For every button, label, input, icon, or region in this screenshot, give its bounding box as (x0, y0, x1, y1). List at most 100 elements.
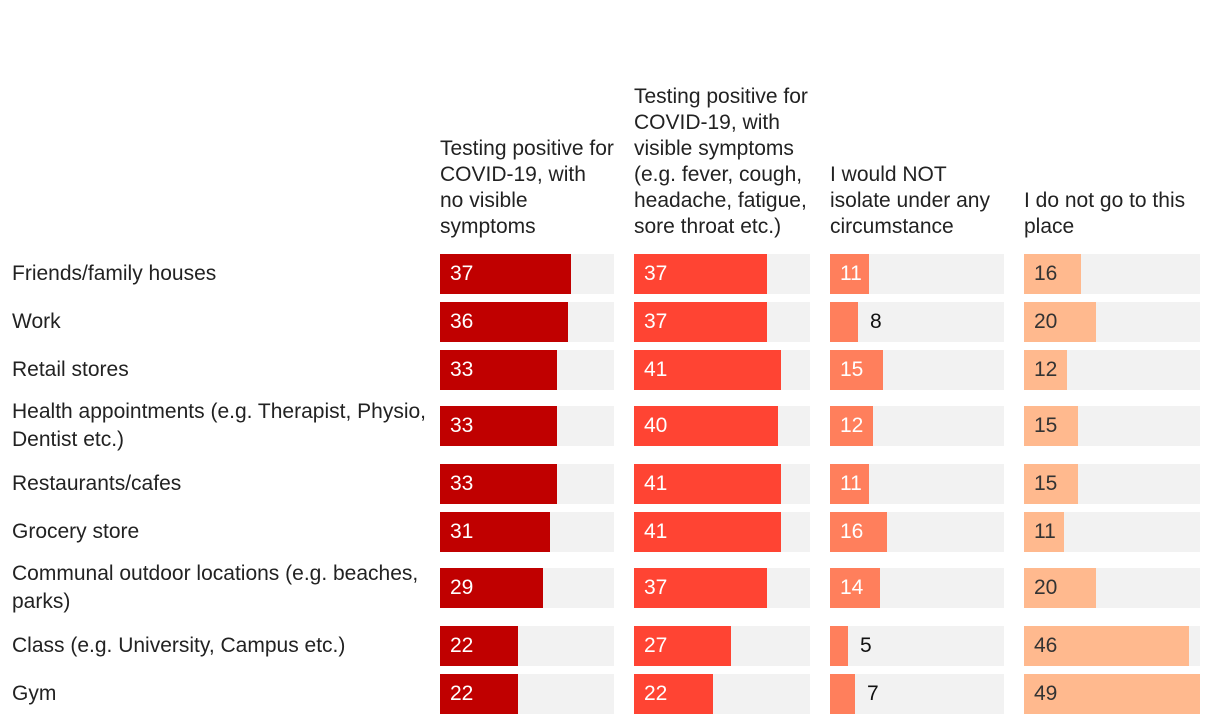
bar-track: 15 (1024, 464, 1200, 504)
bar (1024, 406, 1078, 446)
bar-track: 11 (1024, 512, 1200, 552)
bar (830, 406, 873, 446)
category-label: Restaurants/cafes (12, 472, 182, 495)
bar-track: 29 (440, 568, 614, 608)
category-label: Grocery store (12, 520, 140, 543)
category-label: Friends/family houses (12, 262, 217, 285)
bar (1024, 512, 1064, 552)
data-label: 33 (450, 472, 474, 495)
bar (1024, 254, 1081, 294)
bar (830, 350, 883, 390)
data-label: 41 (644, 520, 668, 543)
bar (830, 568, 880, 608)
bar-track: 27 (634, 626, 810, 666)
bar (634, 568, 767, 608)
category-label: Class (e.g. University, Campus etc.) (12, 634, 346, 657)
bar-track: 37 (634, 302, 810, 342)
data-label: 16 (1034, 262, 1058, 285)
bar (830, 302, 858, 342)
data-label: 33 (450, 358, 474, 381)
bar (634, 406, 778, 446)
bar-track: 20 (1024, 302, 1200, 342)
data-label: 12 (840, 414, 864, 437)
bar (634, 350, 781, 390)
bar-track: 7 (830, 674, 1004, 714)
data-label: 8 (870, 310, 882, 333)
bar (440, 350, 557, 390)
data-label: 36 (450, 310, 474, 333)
bar (1024, 674, 1200, 714)
data-label: 29 (450, 576, 474, 599)
bar (440, 302, 568, 342)
bar-track: 20 (1024, 568, 1200, 608)
bar-track: 33 (440, 406, 614, 446)
bar-track: 12 (1024, 350, 1200, 390)
bar-track: 37 (440, 254, 614, 294)
data-label: 37 (450, 262, 474, 285)
data-label: 27 (644, 634, 668, 657)
bar (1024, 350, 1067, 390)
series-header: I do not go to this place (1024, 189, 1186, 238)
bar-track: 12 (830, 406, 1004, 446)
data-label: 12 (1034, 358, 1058, 381)
data-label: 16 (840, 520, 864, 543)
data-label: 20 (1034, 576, 1058, 599)
bar (634, 512, 781, 552)
bar (634, 254, 767, 294)
bar-track: 49 (1024, 674, 1200, 714)
bar (634, 626, 731, 666)
data-label: 5 (860, 634, 872, 657)
bar-track: 36 (440, 302, 614, 342)
category-label: Retail stores (12, 358, 129, 381)
bar-track: 40 (634, 406, 810, 446)
bar-track: 22 (440, 674, 614, 714)
series-header: Testing positive for COVID-19, with no v… (440, 137, 614, 238)
bar (440, 406, 557, 446)
bar-track: 37 (634, 254, 810, 294)
data-label: 40 (644, 414, 668, 437)
bar (440, 512, 550, 552)
bar (440, 568, 543, 608)
bar-track: 16 (1024, 254, 1200, 294)
bar (830, 512, 887, 552)
bar-track: 31 (440, 512, 614, 552)
bar (634, 464, 781, 504)
bar (634, 302, 767, 342)
data-label: 11 (1034, 520, 1056, 543)
bar-track: 46 (1024, 626, 1200, 666)
bar-track: 41 (634, 512, 810, 552)
data-label: 22 (450, 634, 474, 657)
bar (440, 464, 557, 504)
data-label: 33 (450, 414, 474, 437)
bar (634, 674, 713, 714)
bar (830, 674, 855, 714)
bar (440, 674, 518, 714)
data-label: 41 (644, 358, 668, 381)
series-header: Testing positive for COVID-19, with visi… (634, 85, 808, 238)
bar (830, 254, 869, 294)
data-label: 37 (644, 310, 668, 333)
data-label: 22 (450, 682, 474, 705)
bar (1024, 568, 1096, 608)
data-label: 15 (840, 358, 864, 381)
bar-track: 5 (830, 626, 1004, 666)
data-label: 31 (450, 520, 474, 543)
category-label: Work (12, 310, 61, 333)
bar-track: 15 (1024, 406, 1200, 446)
bar (1024, 302, 1096, 342)
bar-track: 37 (634, 568, 810, 608)
bar-track: 41 (634, 464, 810, 504)
bar-track: 11 (830, 254, 1004, 294)
bar-track: 8 (830, 302, 1004, 342)
data-label: 37 (644, 576, 668, 599)
data-label: 15 (1034, 472, 1058, 495)
bar (1024, 464, 1078, 504)
bar (440, 626, 518, 666)
bar-track: 33 (440, 464, 614, 504)
data-label: 22 (644, 682, 668, 705)
bar-track: 16 (830, 512, 1004, 552)
data-label: 49 (1034, 682, 1058, 705)
category-label: Communal outdoor locations (e.g. beaches… (12, 562, 419, 613)
data-label: 41 (644, 472, 668, 495)
bar (830, 626, 848, 666)
